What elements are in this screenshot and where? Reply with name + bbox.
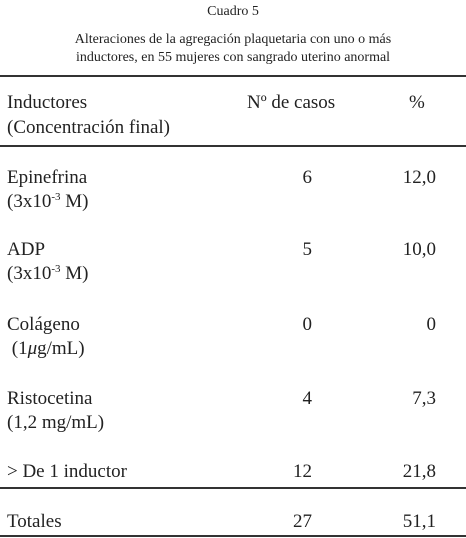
detail-part: M) xyxy=(60,263,89,284)
title: Cuadro 5 xyxy=(207,4,259,19)
row-name: ADP xyxy=(7,239,46,260)
subtitle: Alteraciones de la agregación plaquetari… xyxy=(74,32,392,47)
column-header: Nº de casos xyxy=(247,92,336,113)
rule xyxy=(0,487,466,489)
rule xyxy=(0,535,466,537)
column-header: (Concentración final) xyxy=(7,117,171,138)
detail-part: M) xyxy=(60,191,89,212)
column-header: Inductores xyxy=(7,92,88,113)
detail-part: -3 xyxy=(51,191,61,203)
cases: 4 xyxy=(302,388,313,409)
percent: 7,3 xyxy=(412,388,436,409)
rule xyxy=(0,145,466,147)
detail-part: (3x10 xyxy=(7,191,52,212)
rule xyxy=(0,75,466,77)
row-name: Ristocetina xyxy=(7,388,93,409)
row-name: Totales xyxy=(7,511,62,532)
row-detail: (1,2 mg/mL) xyxy=(7,413,104,432)
detail-part: (1,2 mg/mL) xyxy=(7,412,105,433)
detail-part: -3 xyxy=(51,263,61,275)
row-detail: (1μg/mL) xyxy=(7,339,85,358)
cases: 27 xyxy=(293,511,312,532)
row-name: Colágeno xyxy=(7,314,80,335)
cases: 0 xyxy=(302,314,313,335)
percent: 10,0 xyxy=(402,239,436,260)
cases: 12 xyxy=(293,461,312,482)
percent: 21,8 xyxy=(402,461,436,482)
detail-part: (1 xyxy=(7,338,28,359)
percent: 51,1 xyxy=(402,511,436,532)
percent: 12,0 xyxy=(402,167,436,188)
row-name: > De 1 inductor xyxy=(7,461,127,482)
row-detail: (3x10-3 M) xyxy=(7,191,89,212)
subtitle: inductores, en 55 mujeres con sangrado u… xyxy=(75,50,391,65)
cases: 6 xyxy=(302,167,313,188)
detail-part: g/mL) xyxy=(37,338,85,359)
cases: 5 xyxy=(302,239,313,260)
detail-part: μ xyxy=(27,338,38,359)
detail-part: (3x10 xyxy=(7,263,52,284)
row-name: Epinefrina xyxy=(7,167,88,188)
percent: 0 xyxy=(426,314,437,335)
column-header: % xyxy=(409,92,425,113)
row-detail: (3x10-3 M) xyxy=(7,263,89,284)
